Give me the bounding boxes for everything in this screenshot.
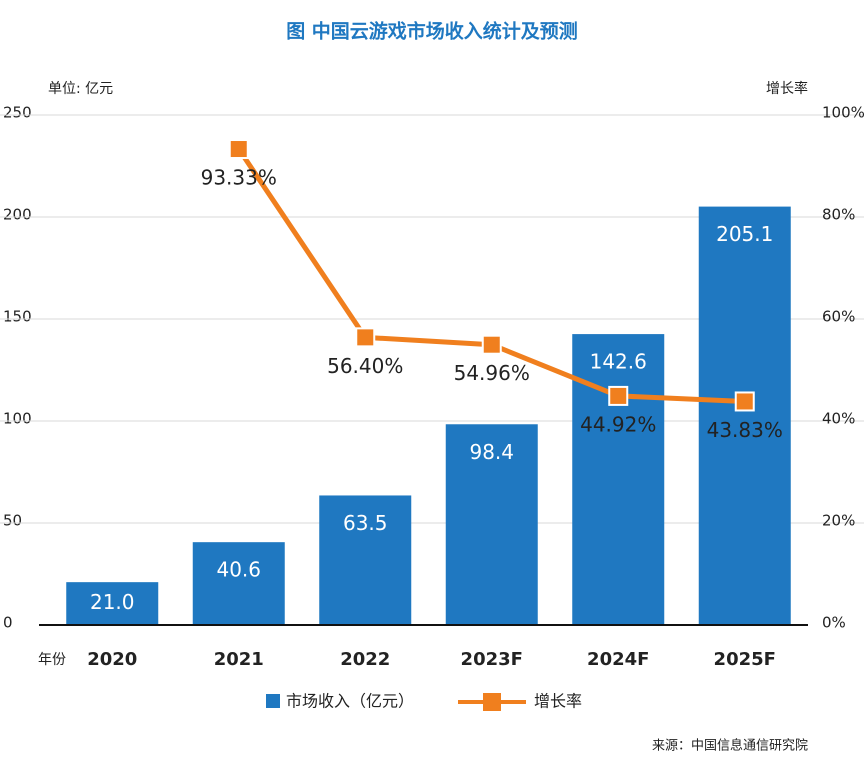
y-tick-label: 0 <box>3 614 13 632</box>
chart-title: 图 中国云游戏市场收入统计及预测 <box>286 20 578 43</box>
line-marker <box>355 327 376 348</box>
y2-tick-label: 80% <box>822 206 855 224</box>
x-tick-label: 2025F <box>714 649 776 670</box>
bar-value-label: 205.1 <box>716 222 773 246</box>
source: 来源：中国信息通信研究院 <box>652 738 808 754</box>
y2-tick-label: 40% <box>822 410 855 428</box>
bar <box>445 424 538 625</box>
legend-swatch <box>266 694 280 708</box>
bar-value-label: 142.6 <box>590 350 647 374</box>
bar-value-label: 21.0 <box>90 590 135 614</box>
x-tick-label: 2024F <box>587 649 649 670</box>
x-tick-label: 2022 <box>340 649 390 670</box>
line-value-label: 44.92% <box>580 412 656 436</box>
x-tick-label: 2023F <box>461 649 523 670</box>
legend-marker <box>483 693 501 711</box>
x-tick-label: 2021 <box>214 649 264 670</box>
bar-value-label: 63.5 <box>343 511 388 535</box>
line-marker <box>734 391 755 412</box>
line-marker <box>608 385 629 406</box>
legend-label: 增长率 <box>534 692 582 711</box>
line-value-label: 54.96% <box>454 361 530 385</box>
bar <box>698 206 791 625</box>
y2-tick-label: 0% <box>822 614 846 632</box>
y2-tick-label: 20% <box>822 512 855 530</box>
x-axis-label: 年份 <box>38 652 66 668</box>
line-value-label: 56.40% <box>327 354 403 378</box>
y-axis-label: 单位: 亿元 <box>48 81 113 97</box>
y-tick-label: 200 <box>3 206 32 224</box>
bar-value-label: 98.4 <box>469 440 514 464</box>
bar <box>319 495 412 625</box>
bar <box>192 542 285 625</box>
bar <box>572 334 665 625</box>
y2-axis-label: 增长率 <box>766 80 808 97</box>
legend-label: 市场收入（亿元） <box>286 692 414 711</box>
y-tick-label: 150 <box>3 308 32 326</box>
bar <box>66 582 159 625</box>
x-tick-label: 2020 <box>87 649 137 670</box>
y-tick-label: 250 <box>3 104 32 122</box>
bar-value-label: 40.6 <box>216 558 261 582</box>
line-value-label: 93.33% <box>201 166 277 190</box>
y-tick-label: 50 <box>3 512 22 530</box>
line-marker <box>481 334 502 355</box>
y2-tick-label: 60% <box>822 308 855 326</box>
line-value-label: 43.83% <box>707 418 783 442</box>
y2-tick-label: 100% <box>822 104 864 122</box>
line-marker <box>228 139 249 160</box>
y-tick-label: 100 <box>3 410 32 428</box>
